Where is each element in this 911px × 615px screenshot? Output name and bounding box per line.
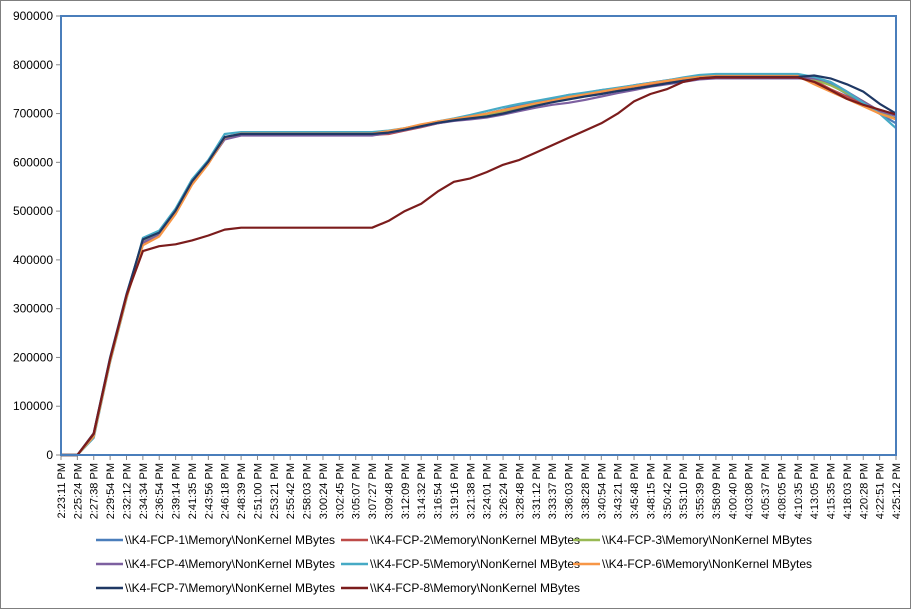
legend-label-fcp-4: \\K4-FCP-4\Memory\NonKernel MBytes	[125, 557, 335, 571]
x-tick-label: 3:50:42 PM	[662, 463, 674, 519]
x-tick-label: 2:51:00 PM	[252, 463, 264, 519]
y-tick-label: 700000	[13, 107, 53, 121]
x-tick-label: 2:32:12 PM	[121, 463, 133, 519]
x-tick-label: 3:48:15 PM	[645, 463, 657, 519]
x-tick-label: 3:12:09 PM	[400, 463, 412, 519]
x-tick-label: 3:26:24 PM	[498, 463, 510, 519]
x-tick-label: 3:31:12 PM	[531, 463, 543, 519]
x-tick-label: 2:41:35 PM	[187, 463, 199, 519]
y-tick-label: 0	[46, 448, 53, 462]
x-tick-label: 4:00:40 PM	[727, 463, 739, 519]
x-tick-label: 3:07:27 PM	[367, 463, 379, 519]
x-tick-label: 3:02:45 PM	[334, 463, 346, 519]
x-tick-label: 4:15:35 PM	[826, 463, 838, 519]
plot-area-border	[60, 15, 897, 456]
x-tick-label: 3:14:32 PM	[416, 463, 428, 519]
x-tick-label: 4:20:28 PM	[858, 463, 870, 519]
x-tick-label: 2:43:56 PM	[203, 463, 215, 519]
legend-label-fcp-7: \\K4-FCP-7\Memory\NonKernel MBytes	[125, 581, 335, 595]
x-tick-label: 3:05:07 PM	[351, 463, 363, 519]
x-tick-label: 3:38:28 PM	[580, 463, 592, 519]
y-axis-labels: 0 100000 200000 300000 400000 500000 600000 700…	[13, 9, 61, 462]
x-tick-label: 3:36:03 PM	[564, 463, 576, 519]
legend: \\K4-FCP-1\Memory\NonKernel MBytes \\K4-F…	[96, 533, 812, 595]
x-tick-label: 2:23:11 PM	[56, 463, 68, 518]
series-line-fcp-7	[61, 74, 897, 457]
x-tick-label: 3:55:39 PM	[695, 463, 707, 519]
x-tick-label: 3:09:48 PM	[383, 463, 395, 519]
y-tick-label: 200000	[13, 350, 53, 364]
x-tick-label: 2:53:21 PM	[269, 463, 281, 519]
x-tick-label: 4:10:35 PM	[793, 463, 805, 519]
y-tick-label: 500000	[13, 204, 53, 218]
x-tick-label: 3:40:54 PM	[596, 463, 608, 519]
x-tick-label: 3:21:38 PM	[465, 463, 477, 519]
x-tick-label: 2:34:34 PM	[138, 463, 150, 519]
series-line-fcp-2	[61, 75, 897, 457]
x-tick-label: 2:36:54 PM	[154, 463, 166, 519]
y-tick-label: 300000	[13, 302, 53, 316]
x-tick-label: 2:48:39 PM	[236, 463, 248, 519]
x-tick-label: 2:25:24 PM	[72, 463, 84, 519]
x-tick-label: 3:16:54 PM	[433, 463, 445, 519]
x-tick-label: 2:55:42 PM	[285, 463, 297, 519]
x-tick-label: 4:25:12 PM	[891, 463, 903, 519]
x-tick-label: 3:24:01 PM	[482, 463, 494, 519]
x-tick-label: 2:27:38 PM	[89, 463, 101, 519]
y-tick-label: 400000	[13, 253, 53, 267]
legend-label-fcp-1: \\K4-FCP-1\Memory\NonKernel MBytes	[125, 533, 335, 547]
series-line-fcp-5	[61, 72, 897, 457]
x-tick-label: 3:19:16 PM	[449, 463, 461, 519]
legend-label-fcp-6: \\K4-FCP-6\Memory\NonKernel MBytes	[602, 557, 812, 571]
series-line-fcp-4	[61, 77, 897, 457]
x-tick-label: 3:33:37 PM	[547, 463, 559, 519]
series-line-fcp-3	[61, 74, 897, 457]
x-tick-label: 4:08:05 PM	[776, 463, 788, 519]
legend-label-fcp-2: \\K4-FCP-2\Memory\NonKernel MBytes	[370, 533, 580, 547]
x-tick-label: 3:53:10 PM	[678, 463, 690, 519]
y-tick-label: 900000	[13, 9, 53, 23]
y-tick-label: 100000	[13, 399, 53, 413]
y-tick-label: 600000	[13, 155, 53, 169]
x-tick-label: 3:00:24 PM	[318, 463, 330, 519]
x-tick-label: 3:43:21 PM	[613, 463, 625, 519]
x-tick-label: 2:39:14 PM	[171, 463, 183, 519]
x-tick-label: 4:13:05 PM	[809, 463, 821, 519]
x-tick-label: 4:18:03 PM	[842, 463, 854, 519]
x-tick-label: 2:29:54 PM	[105, 463, 117, 519]
x-tick-label: 4:03:08 PM	[744, 463, 756, 519]
x-tick-label: 2:58:03 PM	[302, 463, 314, 519]
legend-label-fcp-5: \\K4-FCP-5\Memory\NonKernel MBytes	[370, 557, 580, 571]
series-lines	[61, 72, 897, 457]
legend-label-fcp-8: \\K4-FCP-8\Memory\NonKernel MBytes	[370, 581, 580, 595]
x-tick-label: 2:46:18 PM	[220, 463, 232, 519]
x-tick-label: 3:45:48 PM	[629, 463, 641, 519]
x-axis-labels: 2:23:11 PM 2:25:24 PM 2:27:38 PM 2:29:54 PM…	[56, 455, 903, 519]
legend-label-fcp-3: \\K4-FCP-3\Memory\NonKernel MBytes	[602, 533, 812, 547]
x-tick-label: 4:05:37 PM	[760, 463, 772, 519]
series-line-fcp-6	[61, 74, 897, 457]
series-line-fcp-1	[61, 74, 897, 457]
x-tick-label: 4:22:51 PM	[875, 463, 887, 519]
x-tick-label: 3:28:48 PM	[514, 463, 526, 519]
y-tick-label: 800000	[13, 58, 53, 72]
series-line-fcp-8	[61, 76, 897, 457]
x-tick-label: 3:58:09 PM	[711, 463, 723, 519]
